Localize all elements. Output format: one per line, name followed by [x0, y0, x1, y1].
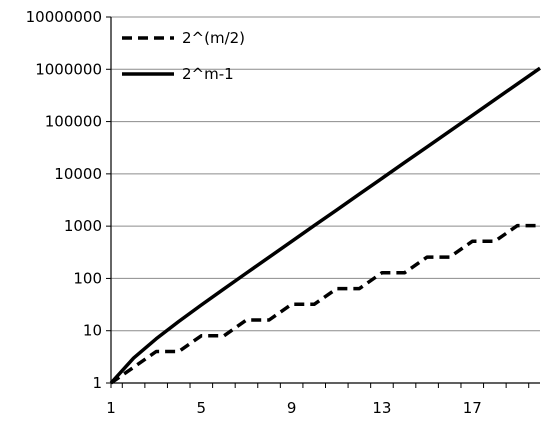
y-tick-label: 1000 — [64, 217, 102, 235]
series-lines — [109, 66, 541, 385]
y-tick-label: 10000 — [54, 165, 102, 183]
series-line-1 — [110, 223, 540, 385]
gridlines — [111, 16, 540, 332]
y-tick-label: 10000000 — [26, 8, 102, 26]
y-axis-ticks: 1 10 100 1000 10000 100000 1000000 10000000 — [26, 8, 111, 392]
legend-label-2: 2^m-1 — [182, 65, 234, 83]
legend: 2^(m/2) 2^m-1 — [122, 29, 245, 83]
x-axis-ticks: 1 5 9 13 17 — [106, 383, 530, 417]
y-tick-label: 1000000 — [35, 60, 102, 78]
x-tick-label: 13 — [372, 399, 391, 417]
x-tick-label: 1 — [106, 399, 116, 417]
x-tick-label: 9 — [287, 399, 297, 417]
x-tick-label: 5 — [197, 399, 207, 417]
y-tick-label: 100000 — [45, 113, 102, 131]
series-line-2 — [109, 66, 541, 385]
y-tick-label: 100 — [73, 269, 102, 287]
y-tick-label: 1 — [92, 374, 102, 392]
x-tick-label: 17 — [463, 399, 482, 417]
legend-label-1: 2^(m/2) — [182, 29, 245, 47]
y-tick-label: 10 — [83, 322, 102, 340]
